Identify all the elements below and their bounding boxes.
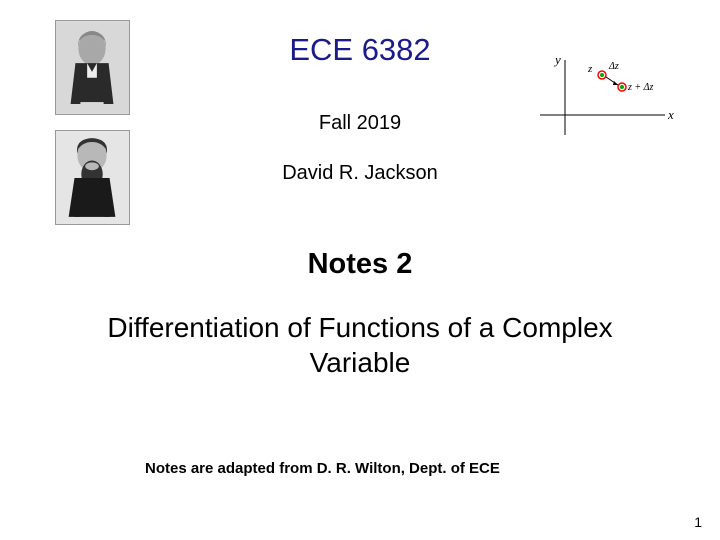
semester-text: Fall 2019 <box>319 112 401 135</box>
subtitle-text: Differentiation of Functions of a Comple… <box>85 310 635 380</box>
course-title: ECE 6382 <box>289 32 430 68</box>
delta-z-label: Δz <box>608 61 619 72</box>
z-point-label: z <box>587 63 593 75</box>
y-axis-label: y <box>553 52 561 67</box>
portrait-riemann <box>55 130 130 225</box>
portrait-cauchy <box>55 20 130 115</box>
credits-text: Notes are adapted from D. R. Wilton, Dep… <box>145 460 500 477</box>
notes-title: Notes 2 <box>308 248 413 281</box>
x-axis-label: x <box>667 107 674 122</box>
complex-plane-diagram: x y z Δz z + Δz <box>530 50 675 150</box>
author-text: David R. Jackson <box>282 162 438 185</box>
z-plus-dz-label: z + Δz <box>627 82 654 93</box>
page-number: 1 <box>694 514 702 530</box>
